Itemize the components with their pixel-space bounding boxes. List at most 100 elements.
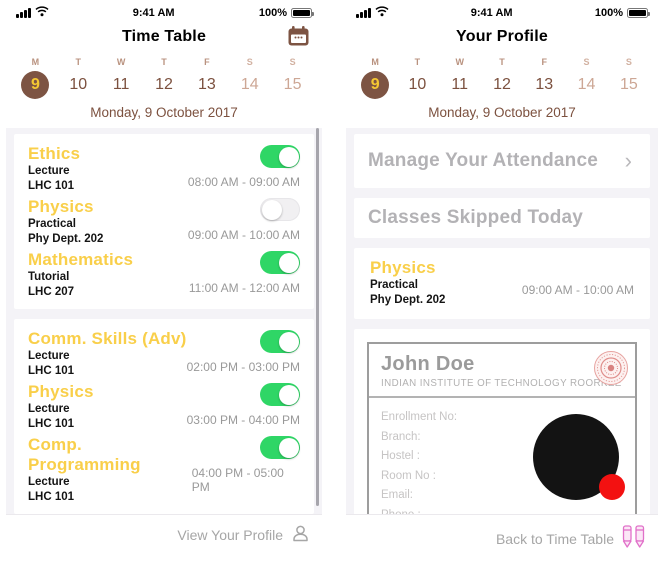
id-card-container: John Doe INDIAN INSTITUTE OF TECHNOLOGY … xyxy=(354,329,650,514)
attendance-toggle[interactable] xyxy=(260,436,300,459)
class-name: Physics xyxy=(28,382,94,401)
field-room: Room No : xyxy=(381,469,436,482)
field-hostel: Hostel : xyxy=(381,450,420,462)
status-bar: 9:41 AM 100% xyxy=(346,4,658,22)
battery-percent: 100% xyxy=(258,7,287,19)
class-name: Comm. Skills (Adv) xyxy=(28,329,187,348)
battery-icon xyxy=(626,8,650,18)
profile-screen: 9:41 AM 100% Your Profile M T W T F S S … xyxy=(346,4,658,561)
date-cell[interactable]: 15 xyxy=(619,76,638,93)
class-type: Lecture xyxy=(28,165,70,177)
class-row: Physics Practical Phy Dept. 202 09:00 AM… xyxy=(26,195,302,248)
class-room: Phy Dept. 202 xyxy=(370,293,446,306)
view-profile-label: View Your Profile xyxy=(177,527,283,543)
attendance-toggle[interactable] xyxy=(260,198,300,221)
battery-icon xyxy=(290,8,314,18)
view-profile-link[interactable]: View Your Profile xyxy=(6,514,322,554)
weekday-letters: M T W T F S S xyxy=(371,57,632,67)
manage-attendance-label: Manage Your Attendance xyxy=(368,150,598,171)
class-type: Lecture xyxy=(28,403,70,415)
class-row: Comp. Programming Lecture LHC 101 04:00 … xyxy=(26,433,302,506)
attendance-toggle[interactable] xyxy=(260,383,300,406)
date-cell-selected[interactable]: 9 xyxy=(354,71,396,99)
manage-attendance-button[interactable]: Manage Your Attendance › xyxy=(354,134,650,188)
class-type: Practical xyxy=(28,218,76,230)
class-type: Lecture xyxy=(28,476,70,488)
class-time: 02:00 PM - 03:00 PM xyxy=(186,360,300,374)
page-title: Your Profile xyxy=(456,28,548,45)
status-time: 9:41 AM xyxy=(470,7,513,19)
record-red-dot xyxy=(599,474,625,500)
back-to-timetable-label: Back to Time Table xyxy=(495,530,614,547)
wifi-icon xyxy=(375,6,389,20)
class-time: 04:00 PM - 05:00 PM xyxy=(191,466,284,494)
class-name: Physics xyxy=(370,258,436,277)
class-row: Mathematics Tutorial LHC 207 11:00 AM - … xyxy=(26,248,302,301)
cell-signal-icon xyxy=(16,8,31,18)
date-cell[interactable]: 14 xyxy=(240,76,259,93)
scrollbar[interactable] xyxy=(316,128,319,506)
class-room: LHC 101 xyxy=(28,179,75,192)
cell-signal-icon xyxy=(356,8,371,18)
skipped-class-card: Physics Practical Phy Dept. 202 09:00 AM… xyxy=(354,248,650,319)
date-picker-row: 9 10 11 12 13 14 15 xyxy=(346,71,658,99)
edit-pencils-icon xyxy=(622,524,646,553)
afternoon-classes-card: Comm. Skills (Adv) Lecture LHC 101 02:00… xyxy=(14,319,314,514)
date-picker-row: 9 10 11 12 13 14 15 xyxy=(6,71,322,99)
class-name: Ethics xyxy=(28,144,81,163)
back-to-timetable-link[interactable]: Back to Time Table xyxy=(346,514,658,561)
class-row: Physics Practical Phy Dept. 202 09:00 AM… xyxy=(368,256,636,309)
class-time: 09:00 AM - 10:00 AM xyxy=(187,228,300,242)
profile-content: Manage Your Attendance › Classes Skipped… xyxy=(346,128,658,514)
class-type: Practical xyxy=(370,279,418,291)
morning-classes-card: Ethics Lecture LHC 101 08:00 AM - 09:00 … xyxy=(14,134,314,309)
student-name: John Doe xyxy=(381,353,475,375)
current-date-label: Monday, 9 October 2017 xyxy=(90,105,238,120)
attendance-toggle[interactable] xyxy=(260,145,300,168)
date-cell[interactable]: 11 xyxy=(112,76,130,93)
date-cell[interactable]: 12 xyxy=(493,76,511,93)
class-room: LHC 101 xyxy=(28,417,75,430)
class-time: 03:00 PM - 04:00 PM xyxy=(186,413,300,427)
date-cell[interactable]: 10 xyxy=(408,76,427,93)
profile-icon xyxy=(291,524,310,546)
chevron-right-icon: › xyxy=(624,148,632,173)
field-phone: Phone : xyxy=(381,506,623,515)
class-time: 11:00 AM - 12:00 AM xyxy=(188,281,300,295)
class-type: Tutorial xyxy=(28,271,70,283)
wifi-icon xyxy=(35,6,49,20)
calendar-icon[interactable] xyxy=(287,25,310,52)
class-row: Comm. Skills (Adv) Lecture LHC 101 02:00… xyxy=(26,327,302,380)
student-id-card: John Doe INDIAN INSTITUTE OF TECHNOLOGY … xyxy=(367,342,637,514)
class-row: Physics Lecture LHC 101 03:00 PM - 04:00… xyxy=(26,380,302,433)
student-photo xyxy=(533,414,625,500)
class-room: LHC 101 xyxy=(28,490,75,503)
class-name: Comp. Programming xyxy=(28,435,141,474)
class-name: Physics xyxy=(28,197,94,216)
current-date-label: Monday, 9 October 2017 xyxy=(428,105,576,120)
class-name: Mathematics xyxy=(28,250,134,269)
page-title: Time Table xyxy=(121,28,207,45)
date-cell[interactable]: 13 xyxy=(197,76,216,93)
timetable-list: Ethics Lecture LHC 101 08:00 AM - 09:00 … xyxy=(6,128,322,514)
date-cell[interactable]: 15 xyxy=(283,76,302,93)
attendance-toggle[interactable] xyxy=(260,251,300,274)
date-cell[interactable]: 12 xyxy=(155,76,173,93)
institute-name: INDIAN INSTITUTE OF TECHNOLOGY ROORKEE xyxy=(381,378,622,389)
date-cell[interactable]: 14 xyxy=(577,76,596,93)
class-room: Phy Dept. 202 xyxy=(28,232,104,245)
battery-percent: 100% xyxy=(594,7,623,19)
date-cell[interactable]: 13 xyxy=(535,76,554,93)
date-cell-selected[interactable]: 9 xyxy=(14,71,57,99)
field-branch: Branch: xyxy=(381,430,421,443)
attendance-toggle[interactable] xyxy=(260,330,300,353)
class-room: LHC 207 xyxy=(28,285,75,298)
class-time: 08:00 AM - 09:00 AM xyxy=(187,175,300,189)
field-email: Email: xyxy=(381,489,413,501)
class-type: Lecture xyxy=(28,350,70,362)
institute-logo-icon xyxy=(593,350,629,391)
class-room: LHC 101 xyxy=(28,364,75,377)
date-cell[interactable]: 10 xyxy=(69,76,88,93)
timetable-screen: 9:41 AM 100% Time Table M T W T F S S 9 … xyxy=(6,4,322,554)
date-cell[interactable]: 11 xyxy=(451,76,468,93)
